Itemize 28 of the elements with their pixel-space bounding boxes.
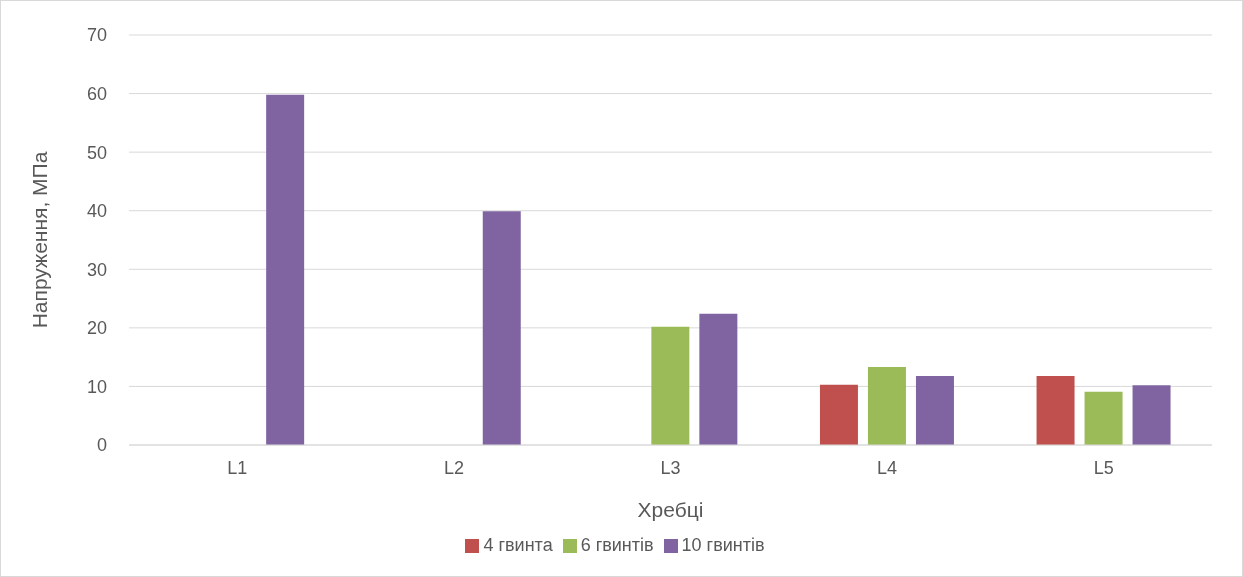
bar (867, 367, 906, 445)
bar (1132, 385, 1171, 445)
y-tick-label: 70 (86, 25, 107, 46)
bar (266, 94, 305, 445)
legend-label: 6 гвинтів (580, 535, 654, 555)
x-tick-label: L3 (660, 457, 681, 478)
y-tick-label: 40 (86, 201, 107, 222)
legend-label: 10 гвинтів (681, 535, 765, 555)
y-tick-label: 10 (86, 376, 107, 397)
bar (1084, 391, 1123, 445)
y-tick-label: 50 (86, 142, 107, 163)
x-tick-label: L1 (227, 457, 248, 478)
y-tick-label: 30 (86, 259, 107, 280)
y-tick-label: 20 (86, 318, 107, 339)
legend-label: 4 гвинта (483, 535, 553, 555)
x-tick-label: L2 (443, 457, 464, 478)
x-axis-title: Хребці (637, 498, 704, 521)
y-axis-title: Напруження, МПа (28, 151, 52, 329)
bar (915, 375, 954, 445)
y-tick-label: 60 (86, 83, 107, 104)
bar (819, 384, 858, 445)
x-tick-label: L5 (1093, 457, 1114, 478)
bar (651, 326, 690, 445)
x-tick-label: L4 (877, 457, 898, 478)
bar (1036, 375, 1075, 445)
bar (482, 211, 521, 445)
y-tick-label: 0 (96, 435, 107, 456)
bar (699, 313, 738, 445)
